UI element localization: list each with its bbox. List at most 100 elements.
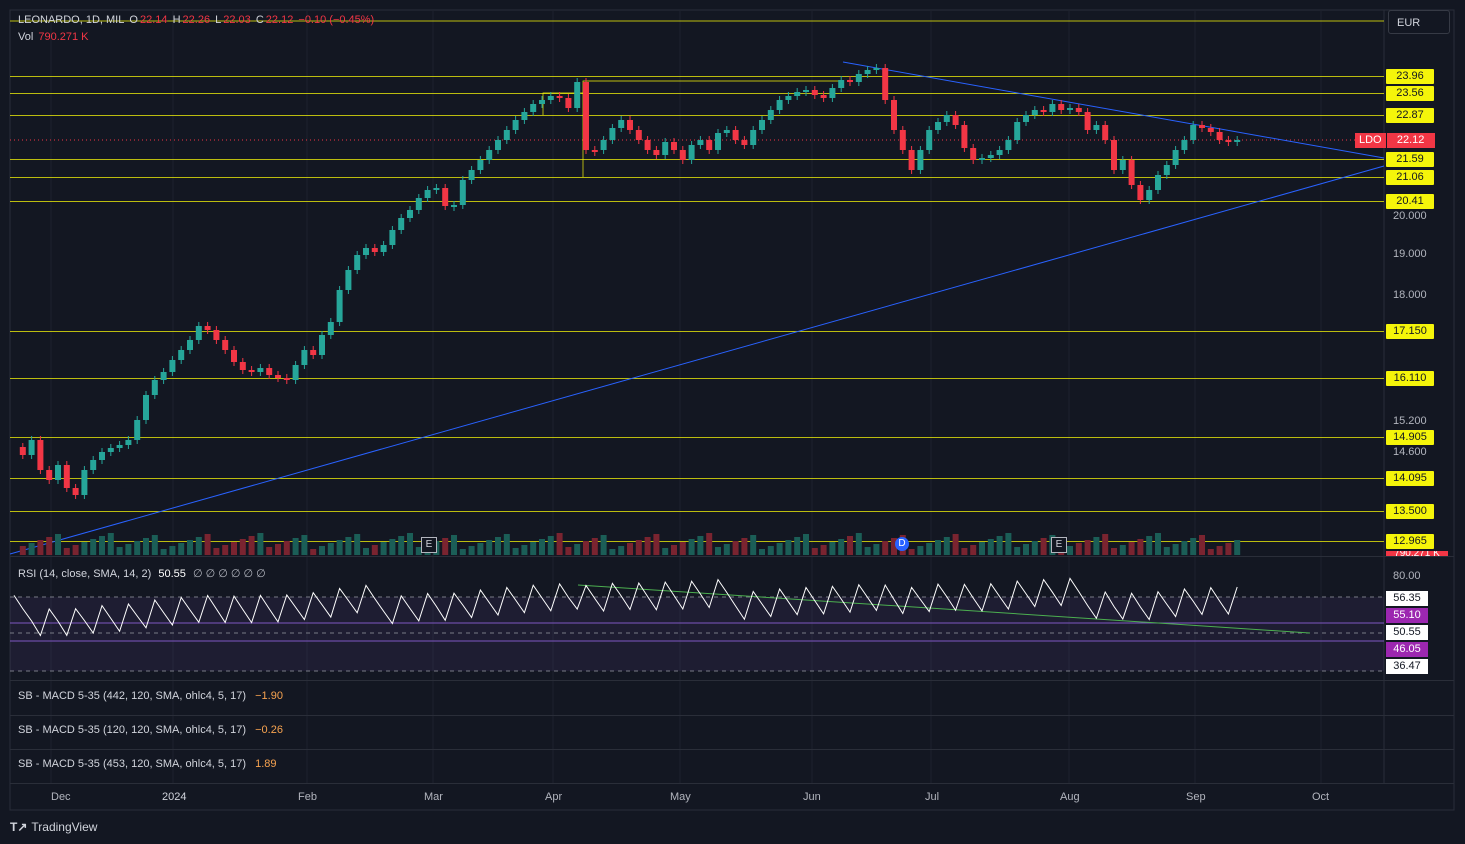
volume-bar: [107, 533, 114, 555]
volume-bar: [336, 540, 343, 555]
candle-body: [706, 140, 713, 150]
macd-value: −0.26: [255, 724, 283, 736]
candle-body: [125, 440, 132, 445]
volume-bar: [1163, 547, 1170, 555]
volume-bar: [389, 539, 396, 555]
volume-bar: [1146, 536, 1153, 555]
volume-bar: [864, 547, 871, 555]
candle-body: [477, 160, 484, 170]
candle-body: [847, 80, 853, 82]
pane-separator[interactable]: [10, 783, 1454, 784]
candle-body: [838, 80, 845, 88]
macd-legend: SB - MACD 5-35 (453, 120, SMA, ohlc4, 5,…: [18, 758, 277, 770]
volume-bar: [90, 539, 97, 555]
symbol-label[interactable]: LEONARDO, 1D, MIL: [18, 14, 125, 26]
volume-bar: [627, 543, 633, 555]
candle-body: [961, 125, 968, 148]
volume-bar: [935, 540, 941, 555]
candle-body: [627, 120, 633, 130]
volume-bar: [688, 539, 695, 555]
price-level-tag: 23.56: [1386, 86, 1434, 101]
volume-bar: [1181, 541, 1188, 555]
candle-body: [811, 90, 818, 95]
candle-body: [662, 142, 669, 155]
pane-separator[interactable]: [10, 680, 1454, 681]
volume-bar: [530, 542, 537, 555]
earnings-marker[interactable]: E: [421, 537, 437, 553]
earnings-marker[interactable]: E: [1051, 537, 1067, 553]
candle-body: [530, 104, 537, 112]
volume-bar: [1225, 543, 1232, 555]
candle-body: [1067, 108, 1073, 110]
candle-body: [1023, 115, 1029, 122]
rsi-axis-top: 80.00: [1393, 570, 1421, 582]
candle-body: [1049, 104, 1056, 112]
volume-bar: [987, 539, 994, 555]
volume-bar: [926, 543, 933, 555]
tradingview-logo[interactable]: T↗ TradingView: [10, 820, 97, 834]
volume-bar: [1234, 540, 1241, 555]
candle-body: [301, 350, 308, 365]
candle-body: [187, 340, 193, 350]
volume-bar: [143, 538, 149, 555]
volume-bar: [662, 548, 669, 555]
candle-body: [750, 130, 757, 145]
candle-body: [195, 326, 202, 340]
macd-label: SB - MACD 5-35 (442, 120, SMA, ohlc4, 5,…: [18, 690, 247, 702]
candle-body: [697, 140, 704, 145]
volume-bar: [750, 535, 757, 555]
x-axis-label: Feb: [298, 791, 317, 803]
macd-value: −1.90: [255, 690, 283, 702]
volume-bar: [600, 535, 607, 555]
currency-button[interactable]: EUR: [1388, 10, 1450, 34]
candle-body: [715, 133, 721, 150]
candle-body: [257, 368, 264, 372]
price-level-tag: 14.905: [1386, 430, 1434, 445]
candle-body: [979, 158, 985, 160]
rsi-tag: 46.05: [1386, 642, 1428, 657]
candle-body: [1128, 160, 1135, 185]
volume-bar: [618, 546, 625, 555]
pane-separator[interactable]: [10, 715, 1454, 716]
volume-bar: [151, 535, 158, 555]
pane-separator[interactable]: [10, 556, 1454, 557]
price-level-tag: 20.41: [1386, 194, 1434, 209]
candle-body: [1163, 165, 1170, 175]
tradingview-icon: T↗: [10, 820, 28, 834]
pane-separator[interactable]: [10, 749, 1454, 750]
volume-bar: [459, 549, 466, 555]
volume-bar: [653, 534, 660, 555]
volume-bar: [1216, 546, 1223, 555]
candle-body: [574, 82, 581, 108]
volume-bar: [81, 542, 88, 555]
dividend-marker[interactable]: D: [895, 537, 909, 551]
x-axis-label: Sep: [1186, 791, 1206, 803]
candle-body: [248, 370, 255, 372]
candle-body: [55, 465, 61, 480]
candle-body: [1199, 125, 1205, 128]
macd-legend: SB - MACD 5-35 (442, 120, SMA, ohlc4, 5,…: [18, 690, 283, 702]
volume-bar: [451, 535, 457, 555]
open-value: 22.14: [139, 14, 168, 26]
volume-bar: [979, 542, 985, 555]
volume-bar: [671, 545, 677, 555]
candle-body: [107, 448, 114, 452]
volume-bar: [847, 536, 853, 555]
candle-body: [486, 150, 493, 160]
volume-bar: [855, 533, 862, 555]
volume-bar: [873, 544, 880, 555]
high-label: H: [172, 14, 181, 26]
candle-body: [1102, 125, 1109, 140]
candle-body: [1119, 160, 1126, 170]
candle-body: [759, 120, 765, 130]
volume-bar: [820, 545, 827, 555]
candle-body: [363, 248, 369, 255]
volume-bar: [407, 533, 413, 555]
high-value: 22.26: [182, 14, 211, 26]
low-label: L: [215, 14, 222, 26]
volume-bar: [1084, 540, 1091, 555]
volume-bar: [1031, 541, 1038, 555]
x-axis-label: Aug: [1060, 791, 1080, 803]
volume-bar: [556, 533, 563, 555]
